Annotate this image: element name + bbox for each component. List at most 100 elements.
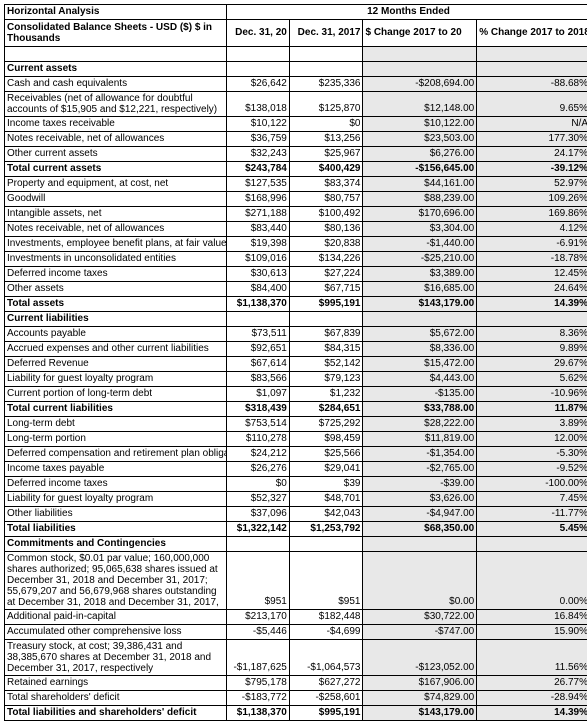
cell-b: $25,566: [289, 447, 363, 462]
cell-b: $995,191: [289, 297, 363, 312]
row-label: Other current assets: [5, 147, 227, 162]
cell-b: $20,838: [289, 237, 363, 252]
cell-b: $29,041: [289, 462, 363, 477]
cell-c: $11,819.00: [363, 432, 477, 447]
cell-d: -39.12%: [477, 162, 587, 177]
cell-d: N/A: [477, 117, 587, 132]
cell-d: 16.84%: [477, 610, 587, 625]
row-label: Intangible assets, net: [5, 207, 227, 222]
row-label: Deferred income taxes: [5, 267, 227, 282]
cell-b: $13,256: [289, 132, 363, 147]
cell-a: $37,096: [227, 507, 290, 522]
cell-b: $627,272: [289, 676, 363, 691]
cell-d: 5.62%: [477, 372, 587, 387]
cell-d: 24.64%: [477, 282, 587, 297]
cell-c: $143,179.00: [363, 706, 477, 721]
cell-a: $168,996: [227, 192, 290, 207]
row-label: Other assets: [5, 282, 227, 297]
cell-d: 177.30%: [477, 132, 587, 147]
row-label: Other liabilities: [5, 507, 227, 522]
cell-a: $271,188: [227, 207, 290, 222]
row-label: Liability for guest loyalty program: [5, 372, 227, 387]
row-label: Notes receivable, net of allowances: [5, 132, 227, 147]
row-label: Common stock, $0.01 par value; 160,000,0…: [5, 552, 227, 610]
cell-d: -100.00%: [477, 477, 587, 492]
cell-d: 5.45%: [477, 522, 587, 537]
cell-d: 7.45%: [477, 492, 587, 507]
row-label: Goodwill: [5, 192, 227, 207]
col-header-c: $ Change 2017 to 20: [363, 20, 477, 47]
cell-d: -11.77%: [477, 507, 587, 522]
cell-a: $795,178: [227, 676, 290, 691]
cell-c: $143,179.00: [363, 297, 477, 312]
row-label: Deferred income taxes: [5, 477, 227, 492]
cell-c: -$4,947.00: [363, 507, 477, 522]
cell-b: $284,651: [289, 402, 363, 417]
cell-d: 4.12%: [477, 222, 587, 237]
cell-a: $36,759: [227, 132, 290, 147]
section-header: Commitments and Contingencies: [5, 537, 227, 552]
cell-c: $15,472.00: [363, 357, 477, 372]
period-header: 12 Months Ended: [227, 5, 587, 20]
cell-b: $1,253,792: [289, 522, 363, 537]
title-line-1: Horizontal Analysis: [5, 5, 227, 20]
cell-a: $84,400: [227, 282, 290, 297]
cell-d: -28.94%: [477, 691, 587, 706]
section-header: Current liabilities: [5, 312, 227, 327]
cell-c: -$208,694.00: [363, 77, 477, 92]
cell-c: $28,222.00: [363, 417, 477, 432]
cell-c: -$123,052.00: [363, 640, 477, 676]
cell-b: $84,315: [289, 342, 363, 357]
cell-c: $5,672.00: [363, 327, 477, 342]
row-label: Total shareholders' deficit: [5, 691, 227, 706]
cell-c: $10,122.00: [363, 117, 477, 132]
row-label: Total assets: [5, 297, 227, 312]
cell-a: $0: [227, 477, 290, 492]
cell-b: $25,967: [289, 147, 363, 162]
cell-b: $951: [289, 552, 363, 610]
cell-b: $67,715: [289, 282, 363, 297]
cell-b: -$1,064,573: [289, 640, 363, 676]
cell-d: -6.91%: [477, 237, 587, 252]
cell-d: -88.68%: [477, 77, 587, 92]
cell-d: 26.77%: [477, 676, 587, 691]
row-label: Long-term debt: [5, 417, 227, 432]
row-label: Property and equipment, at cost, net: [5, 177, 227, 192]
cell-b: $27,224: [289, 267, 363, 282]
row-label: Accounts payable: [5, 327, 227, 342]
cell-b: $42,043: [289, 507, 363, 522]
row-label: Income taxes receivable: [5, 117, 227, 132]
cell-a: $110,278: [227, 432, 290, 447]
cell-a: $83,440: [227, 222, 290, 237]
cell-a: $26,642: [227, 77, 290, 92]
cell-a: -$183,772: [227, 691, 290, 706]
cell-d: 8.36%: [477, 327, 587, 342]
row-label: Deferred compensation and retirement pla…: [5, 447, 227, 462]
cell-b: -$258,601: [289, 691, 363, 706]
cell-d: 29.67%: [477, 357, 587, 372]
cell-b: $725,292: [289, 417, 363, 432]
cell-b: $182,448: [289, 610, 363, 625]
cell-d: 169.86%: [477, 207, 587, 222]
cell-b: $80,136: [289, 222, 363, 237]
col-header-a: Dec. 31, 20: [227, 20, 290, 47]
cell-a: $138,018: [227, 92, 290, 117]
row-label: Current portion of long-term debt: [5, 387, 227, 402]
cell-b: $83,374: [289, 177, 363, 192]
cell-c: $3,304.00: [363, 222, 477, 237]
cell-d: -18.78%: [477, 252, 587, 267]
cell-a: $24,212: [227, 447, 290, 462]
cell-d: 14.39%: [477, 297, 587, 312]
row-label: Total current assets: [5, 162, 227, 177]
cell-c: -$1,440.00: [363, 237, 477, 252]
balance-sheet-table: Horizontal Analysis12 Months EndedConsol…: [4, 4, 587, 721]
cell-c: $33,788.00: [363, 402, 477, 417]
cell-c: $3,626.00: [363, 492, 477, 507]
cell-a: $243,784: [227, 162, 290, 177]
cell-b: $67,839: [289, 327, 363, 342]
cell-c: $30,722.00: [363, 610, 477, 625]
row-label: Additional paid-in-capital: [5, 610, 227, 625]
cell-a: $30,613: [227, 267, 290, 282]
cell-a: $10,122: [227, 117, 290, 132]
cell-c: -$156,645.00: [363, 162, 477, 177]
